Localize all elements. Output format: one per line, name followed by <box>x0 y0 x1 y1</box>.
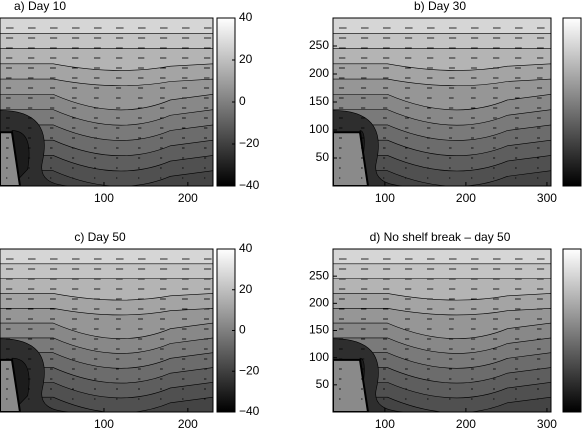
y-tick-label: 150 <box>309 323 329 337</box>
y-tick-label: 100 <box>309 122 329 136</box>
colorbar-tick-label: 20 <box>239 52 253 66</box>
plot-frame <box>0 17 214 187</box>
panel-title: c) Day 50 <box>74 230 126 244</box>
y-tick-label: 50 <box>316 150 330 164</box>
y-tick-label: 250 <box>309 268 329 282</box>
colorbar-tick-label: 20 <box>239 282 253 296</box>
x-tick-label: 100 <box>94 417 114 431</box>
x-tick-label: 200 <box>456 417 476 431</box>
contour-band <box>333 396 551 412</box>
colorbar-tick-label: −40 <box>239 404 260 418</box>
colorbar-tick-label: −20 <box>239 136 260 150</box>
shelf <box>333 358 370 412</box>
x-tick-label: 300 <box>537 417 557 431</box>
panel-title: d) No shelf break – day 50 <box>370 230 511 244</box>
plot-frame <box>0 248 214 413</box>
y-tick-label: 200 <box>309 296 329 310</box>
colorbar-tick-label: −40 <box>239 178 260 192</box>
y-tick-label: 150 <box>309 94 329 108</box>
x-tick-label: 300 <box>537 191 557 205</box>
x-tick-label: 100 <box>94 191 114 205</box>
contour-field <box>333 18 551 186</box>
x-tick-label: 100 <box>375 417 395 431</box>
shelf <box>0 131 22 186</box>
colorbar-tick-label: 40 <box>239 241 253 255</box>
colorbar-tick-label: −20 <box>239 363 260 377</box>
x-tick-label: 200 <box>178 191 198 205</box>
y-tick-label: 100 <box>309 350 329 364</box>
colorbar <box>562 17 582 187</box>
y-tick-label: 250 <box>309 38 329 52</box>
contour-field <box>0 249 213 412</box>
contour-field <box>333 249 551 412</box>
x-tick-label: 200 <box>456 191 476 205</box>
colorbar-tick-label: 0 <box>239 323 246 337</box>
x-tick-label: 100 <box>375 191 395 205</box>
contour-band <box>0 396 213 412</box>
colorbar <box>562 248 582 413</box>
y-tick-label: 200 <box>309 66 329 80</box>
shelf <box>0 358 22 412</box>
colorbar-tick-label: 40 <box>239 10 253 24</box>
contour-field <box>0 18 213 186</box>
shelf <box>333 131 370 186</box>
panel-title: a) Day 10 <box>14 0 66 13</box>
x-tick-label: 200 <box>178 417 198 431</box>
y-tick-label: 50 <box>316 377 330 391</box>
panel-title: b) Day 30 <box>414 0 466 13</box>
colorbar-tick-label: 0 <box>239 94 246 108</box>
